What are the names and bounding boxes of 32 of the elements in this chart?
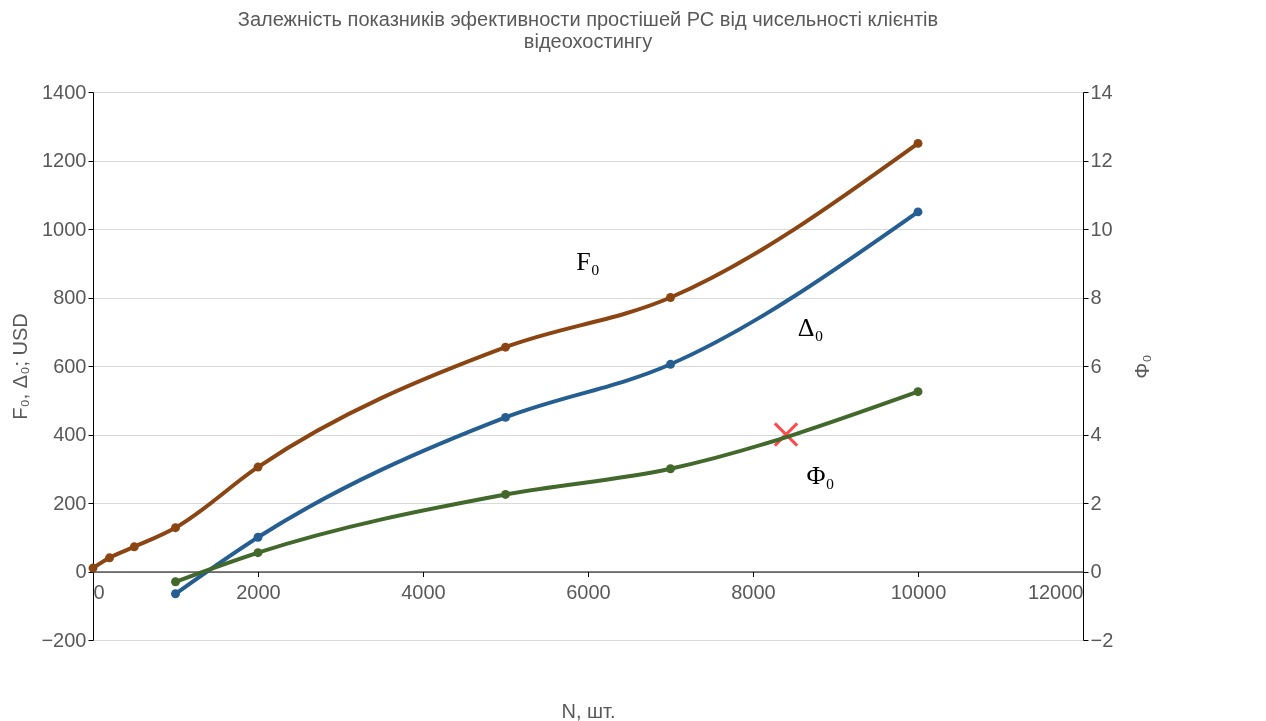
y-tick-label: 0: [75, 560, 87, 582]
y2-tick-label: 14: [1090, 80, 1113, 103]
y2-tick-label: 4: [1090, 423, 1102, 445]
y2-tick-label: 10: [1090, 217, 1113, 240]
annotation: F₀: [576, 246, 600, 276]
y2-tick-label: 12: [1090, 149, 1113, 171]
x-axis-title: N, шт.: [561, 699, 616, 721]
y-tick-label: 800: [53, 286, 87, 308]
x-tick-label: 4000: [401, 581, 446, 603]
x-tick-label: 8000: [731, 581, 776, 603]
annotation: Δ₀: [797, 312, 824, 342]
x-tick-label: 12000: [1027, 581, 1084, 603]
y-tick-label: 1000: [42, 217, 87, 240]
y-tick-label: 1200: [42, 149, 87, 171]
y-axis-title: F₀, Δ₀; USD: [9, 313, 32, 420]
annotation: Φ₀: [806, 460, 835, 490]
y-tick-label: 400: [53, 423, 87, 445]
y2-tick-label: 0: [1090, 560, 1102, 582]
x-tick-label: 0: [93, 581, 105, 603]
y2-tick-label: 8: [1090, 286, 1102, 308]
y2-axis-title: Φ₀: [1131, 354, 1154, 379]
y-tick-label: 1400: [42, 80, 87, 103]
x-tick-label: 2000: [236, 581, 281, 603]
y-tick-label: −200: [41, 628, 87, 651]
chart-title: Залежність показників эфективности простішей РС від чисельності клієнтів відеохостингу: [237, 8, 939, 52]
x-tick-label: 10000: [890, 581, 947, 603]
y2-tick-label: 6: [1090, 354, 1102, 377]
y2-tick-label: 2: [1090, 491, 1102, 514]
y-tick-label: 600: [53, 354, 87, 377]
y-tick-label: 200: [53, 491, 87, 514]
x-tick-label: 6000: [566, 581, 611, 603]
y2-tick-label: −2: [1090, 628, 1114, 651]
